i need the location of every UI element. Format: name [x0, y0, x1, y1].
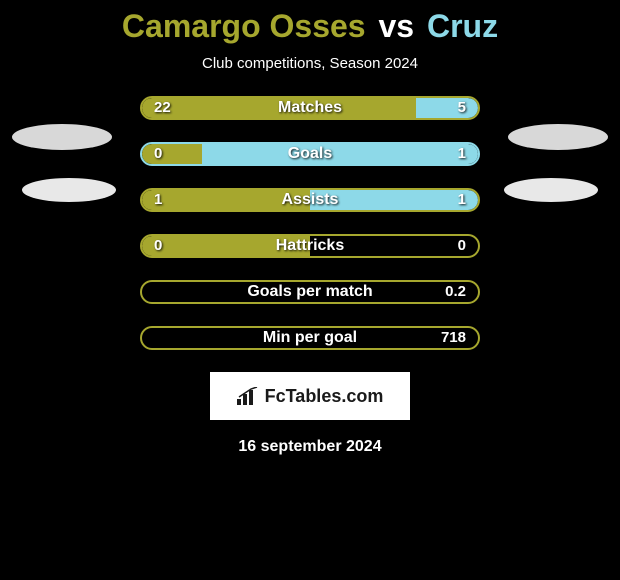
footer-date: 16 september 2024	[238, 438, 381, 456]
stat-value-left: 0	[154, 144, 162, 164]
stat-bar: 22 Matches 5	[140, 96, 480, 120]
stat-bar: 0 Goals 1	[140, 142, 480, 166]
subtitle: Club competitions, Season 2024	[202, 55, 418, 72]
stat-value-right: 718	[441, 328, 466, 348]
stat-bar-right	[416, 98, 478, 118]
stat-bar-left	[142, 190, 310, 210]
comparison-card: Camargo Osses vs Cruz Club competitions,…	[0, 0, 620, 580]
stat-value-right: 0.2	[445, 282, 466, 302]
title-vs: vs	[378, 8, 414, 44]
stat-bar-right	[310, 190, 478, 210]
stat-value-right: 0	[458, 236, 466, 256]
stat-row-assists: 1 Assists 1	[0, 188, 620, 212]
stat-bar: Min per goal 718	[140, 326, 480, 350]
stat-bar: 1 Assists 1	[140, 188, 480, 212]
stat-value-right: 1	[458, 190, 466, 210]
stat-bar-left	[142, 236, 310, 256]
stat-row-mpg: Min per goal 718	[0, 326, 620, 350]
title-left-player: Camargo Osses	[122, 8, 366, 44]
chart-icon	[237, 387, 259, 405]
stat-label: Goals per match	[142, 282, 478, 302]
stat-bar: 0 Hattricks 0	[140, 234, 480, 258]
stat-row-goals: 0 Goals 1	[0, 142, 620, 166]
stat-value-left: 0	[154, 236, 162, 256]
stat-label: Min per goal	[142, 328, 478, 348]
stat-row-gpm: Goals per match 0.2	[0, 280, 620, 304]
stat-bar-left	[142, 98, 416, 118]
title-right-player: Cruz	[427, 8, 498, 44]
stat-value-right: 5	[458, 98, 466, 118]
brand-badge: FcTables.com	[210, 372, 410, 420]
stat-value-left: 22	[154, 98, 171, 118]
stat-bar-right	[202, 144, 478, 164]
stat-bar-left	[142, 144, 202, 164]
stat-row-matches: 22 Matches 5	[0, 96, 620, 120]
stat-bar: Goals per match 0.2	[140, 280, 480, 304]
page-title: Camargo Osses vs Cruz	[122, 8, 498, 45]
brand-text: FcTables.com	[265, 386, 384, 407]
stat-row-hattricks: 0 Hattricks 0	[0, 234, 620, 258]
stat-value-left: 1	[154, 190, 162, 210]
stat-value-right: 1	[458, 144, 466, 164]
